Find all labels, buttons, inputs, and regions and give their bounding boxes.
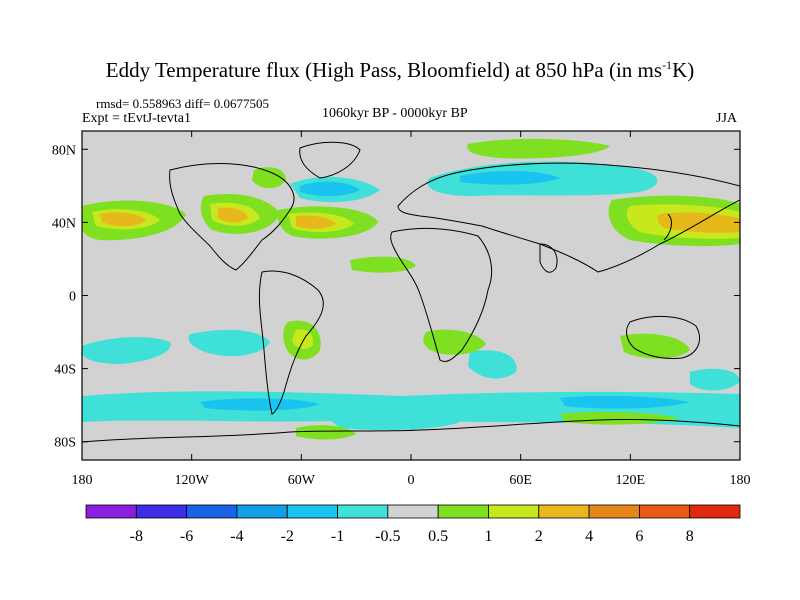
coastlines <box>82 141 740 443</box>
colorbar-swatch <box>186 504 238 519</box>
negative-flux-region <box>200 398 320 411</box>
x-tick-label: 60E <box>509 473 532 488</box>
y-tick-label: 0 <box>69 290 76 305</box>
positive-flux-region <box>350 256 416 273</box>
y-tick-label: 40N <box>52 216 76 231</box>
colorbar-label: -1 <box>331 528 344 545</box>
title-superscript: -1 <box>662 58 673 72</box>
experiment-label: Expt = tEvtJ-tevta1 <box>82 111 191 126</box>
colorbar-swatch <box>135 504 188 519</box>
colorbar-swatch <box>337 504 389 519</box>
colorbar-label: 1 <box>484 528 492 545</box>
y-axis: 80N 40N 0 40S 80S <box>52 143 740 451</box>
south-america-coast <box>258 270 324 415</box>
x-tick-label: 0 <box>408 473 415 488</box>
title-tail: K) <box>672 58 695 82</box>
colorbar-swatch <box>85 504 137 519</box>
colorbar-label: -0.5 <box>375 528 400 545</box>
japan-coast <box>663 213 672 241</box>
rmsd-diff-label: rmsd= 0.558963 diff= 0.0677505 <box>96 96 269 111</box>
x-tick-label: 180 <box>72 473 93 488</box>
colorbar-label: -6 <box>180 528 193 545</box>
positive-flux-region <box>657 212 740 233</box>
colorbar-label: 6 <box>635 528 643 545</box>
north-america-coast <box>169 163 295 271</box>
africa-coast <box>390 228 493 363</box>
colorbar-label: -2 <box>281 528 294 545</box>
colorbar-swatch <box>538 504 590 519</box>
chart-title: Eddy Temperature flux (High Pass, Bloomf… <box>0 58 800 83</box>
colorbar-swatch <box>689 504 741 519</box>
colorbar-label: 8 <box>686 528 694 545</box>
australia-coast <box>626 315 700 359</box>
colorbar-swatch <box>638 504 691 519</box>
greenland-coast <box>299 141 361 179</box>
negative-flux-region <box>690 368 740 391</box>
positive-flux-region <box>296 425 356 440</box>
positive-flux-region <box>620 333 690 359</box>
colorbar-swatch <box>236 504 288 519</box>
y-tick-label: 80N <box>52 143 76 158</box>
y-tick-label: 40S <box>54 363 76 378</box>
colorbar-label: -4 <box>230 528 243 545</box>
colorbar-label: 4 <box>585 528 593 545</box>
positive-flux-region <box>218 207 248 223</box>
europe-asia-coast <box>397 162 740 273</box>
title-main: Eddy Temperature flux (High Pass, Bloomf… <box>105 58 663 82</box>
negative-flux-region <box>82 337 171 364</box>
period-label: 1060kyr BP - 0000kyr BP <box>322 106 468 121</box>
positive-flux-region <box>252 167 286 189</box>
colorbar-label: -8 <box>130 528 143 545</box>
season-label: JJA <box>716 111 738 126</box>
negative-flux-region <box>560 395 690 409</box>
colorbar-swatch <box>488 504 540 519</box>
negative-flux-region <box>300 181 360 197</box>
x-tick-label: 60W <box>288 473 316 488</box>
positive-flux-region <box>467 138 610 159</box>
positive-flux-region <box>296 215 336 229</box>
antarctica-coast <box>82 418 740 443</box>
negative-flux-region <box>468 350 517 379</box>
negative-flux-region <box>330 415 460 430</box>
x-tick-label: 120W <box>175 473 210 488</box>
negative-flux-region <box>460 170 560 185</box>
colorbar-label: 0.5 <box>428 528 448 545</box>
colorbar-swatch <box>286 504 338 519</box>
negative-flux-region <box>188 329 270 357</box>
x-tick-label: 120E <box>616 473 646 488</box>
flux-field <box>82 138 740 440</box>
x-tick-label: 180 <box>730 473 751 488</box>
colorbar-swatch <box>437 504 489 519</box>
x-axis: 180 120W 60W 0 60E 120E 180 <box>72 131 751 488</box>
colorbar-swatch <box>387 504 439 519</box>
colorbar-label: 2 <box>535 528 543 545</box>
india-coast <box>539 243 558 273</box>
positive-flux-region <box>560 411 680 425</box>
colorbar-swatch <box>588 504 640 519</box>
positive-flux-region <box>100 212 146 227</box>
y-tick-label: 80S <box>54 436 76 451</box>
